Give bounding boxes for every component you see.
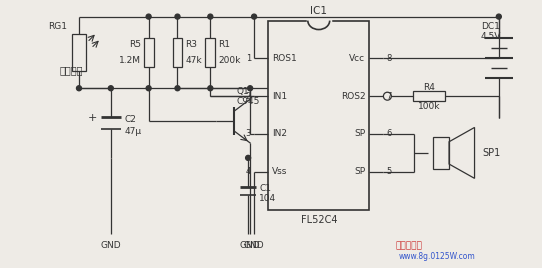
Text: 200k: 200k [218,56,241,65]
Text: C1: C1 [259,184,271,193]
Text: 47k: 47k [185,56,202,65]
Text: ROS2: ROS2 [341,92,365,101]
Circle shape [208,14,213,19]
Text: GND: GND [244,241,264,250]
Text: Vcc: Vcc [350,54,365,63]
Text: ROS1: ROS1 [272,54,296,63]
Text: DC1: DC1 [481,22,500,31]
Circle shape [146,86,151,91]
Text: C945: C945 [236,97,260,106]
Circle shape [108,86,113,91]
Bar [268,21,370,210]
Text: IN2: IN2 [272,129,287,139]
Text: FL52C4: FL52C4 [300,215,337,225]
Text: IC1: IC1 [310,6,327,16]
Text: www.8g.0125W.com: www.8g.0125W.com [399,252,475,261]
Text: 2: 2 [246,92,251,101]
Bar [205,38,215,67]
Text: 47μ: 47μ [125,126,142,136]
Bar [413,91,445,101]
Text: 6: 6 [386,129,392,139]
Text: IN1: IN1 [272,92,287,101]
Text: SP1: SP1 [482,148,501,158]
Circle shape [251,14,256,19]
Text: R4: R4 [423,83,435,92]
Circle shape [175,14,180,19]
Text: SP: SP [354,167,365,176]
Circle shape [146,14,151,19]
Text: 4.5V: 4.5V [481,32,501,41]
Bar [72,34,86,71]
Text: Q1: Q1 [236,87,249,96]
Circle shape [246,155,250,160]
Text: 1: 1 [246,54,251,63]
Bar [144,38,153,67]
Text: R1: R1 [218,40,230,49]
Bar [433,137,449,169]
Text: 8: 8 [386,54,392,63]
Text: 广电电子网: 广电电子网 [396,241,423,250]
Text: 104: 104 [259,194,276,203]
Text: SP: SP [354,129,365,139]
Circle shape [496,14,501,19]
Text: R3: R3 [185,40,197,49]
Text: 5: 5 [386,167,392,176]
Text: 1.2M: 1.2M [119,56,141,65]
Text: RG1: RG1 [48,22,67,31]
Text: R5: R5 [128,40,141,49]
Text: GND: GND [240,241,260,250]
Text: C2: C2 [125,115,137,124]
Text: Vss: Vss [272,167,287,176]
Circle shape [76,86,81,91]
Bar [172,38,183,67]
Text: 7: 7 [386,92,392,101]
Text: 光敏电阵: 光敏电阵 [59,65,82,75]
Text: 3: 3 [246,129,251,139]
Circle shape [208,86,213,91]
Text: 4: 4 [246,167,251,176]
Circle shape [248,86,253,91]
Text: +: + [87,113,97,123]
Text: GND: GND [100,241,121,250]
Circle shape [175,86,180,91]
Text: 100k: 100k [418,102,441,111]
